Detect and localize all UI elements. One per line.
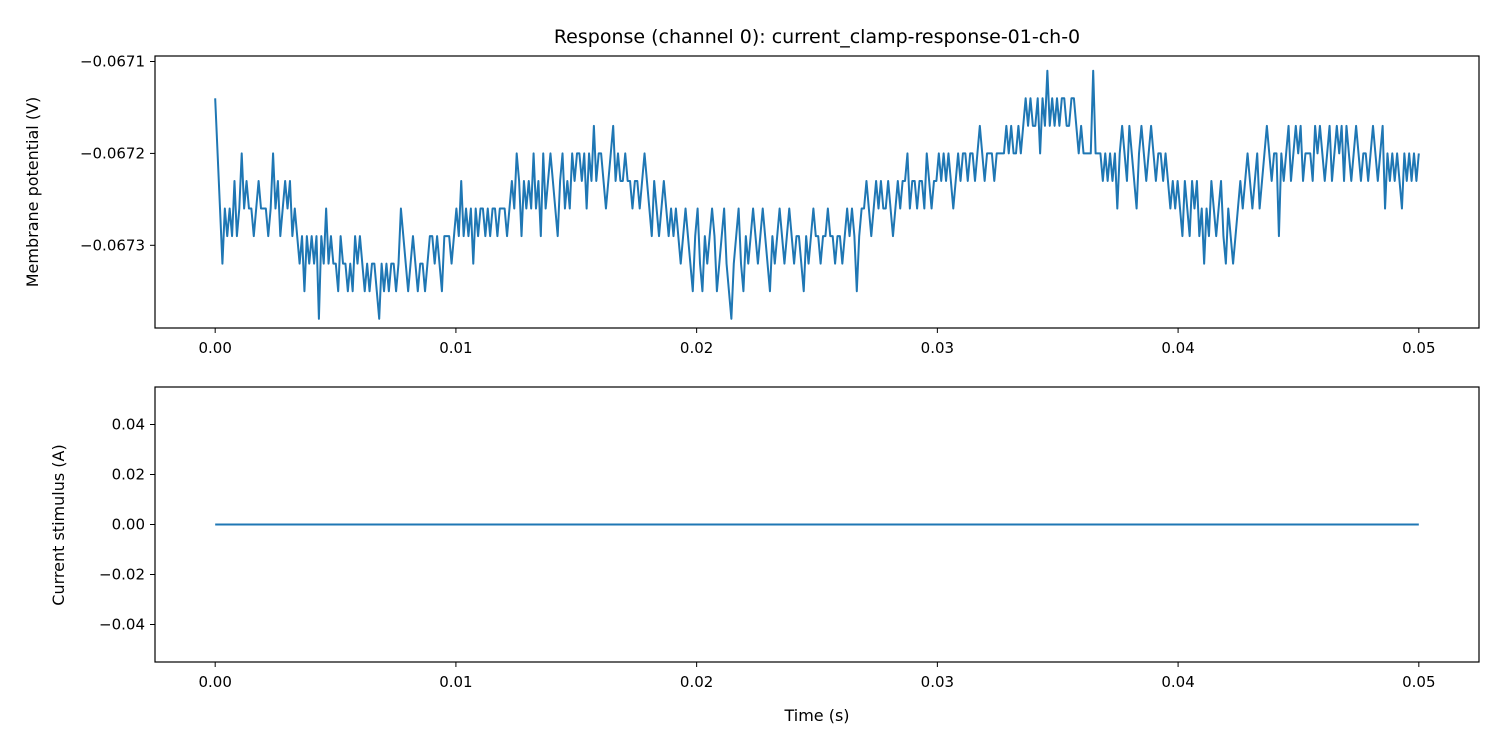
- bottom-y-tick-label: −0.04: [99, 616, 145, 634]
- bottom-y-axis: 0.04 0.02 0.00 −0.02 −0.04: [99, 416, 155, 634]
- top-x-tick-label: 0.05: [1402, 339, 1435, 357]
- top-y-tick-label: −0.0673: [80, 236, 145, 254]
- top-y-tick-label: −0.0672: [80, 144, 145, 162]
- bottom-y-axis-label: Current stimulus (A): [49, 444, 68, 605]
- top-series-line-0: [215, 71, 1419, 319]
- top-x-tick-label: 0.01: [439, 339, 472, 357]
- top-x-tick-label: 0.04: [1161, 339, 1194, 357]
- bottom-y-tick-label: 0.00: [112, 516, 145, 534]
- bottom-x-tick-label: 0.05: [1402, 673, 1435, 691]
- bottom-x-tick-label: 0.02: [680, 673, 713, 691]
- top-x-axis: 0.00 0.01 0.02 0.03 0.04 0.05: [198, 328, 1435, 357]
- bottom-x-axis: 0.00 0.01 0.02 0.03 0.04 0.05: [198, 662, 1435, 691]
- bottom-x-axis-label: Time (s): [783, 706, 849, 725]
- bottom-x-tick-label: 0.01: [439, 673, 472, 691]
- bottom-y-tick-label: 0.04: [112, 416, 145, 434]
- bottom-x-tick-label: 0.00: [198, 673, 231, 691]
- bottom-y-tick-label: 0.02: [112, 466, 145, 484]
- top-y-tick-label: −0.0671: [80, 53, 145, 71]
- top-series: [215, 71, 1419, 319]
- bottom-x-tick-label: 0.04: [1161, 673, 1194, 691]
- top-y-axis-label: Membrane potential (V): [23, 97, 42, 288]
- top-x-tick-label: 0.00: [198, 339, 231, 357]
- top-x-tick-label: 0.03: [921, 339, 954, 357]
- chart-title: Response (channel 0): current_clamp-resp…: [554, 26, 1080, 48]
- top-x-tick-label: 0.02: [680, 339, 713, 357]
- top-y-axis: −0.0671 −0.0672 −0.0673: [80, 53, 155, 255]
- bottom-y-tick-label: −0.02: [99, 566, 145, 584]
- bottom-x-tick-label: 0.03: [921, 673, 954, 691]
- bottom-panel: 0.00 0.01 0.02 0.03 0.04 0.05 0.04 0.02 0.00 −0.…: [49, 387, 1479, 725]
- top-panel: 0.00 0.01 0.02 0.03 0.04 0.05 −0.0671−0.0672−…: [23, 53, 1479, 357]
